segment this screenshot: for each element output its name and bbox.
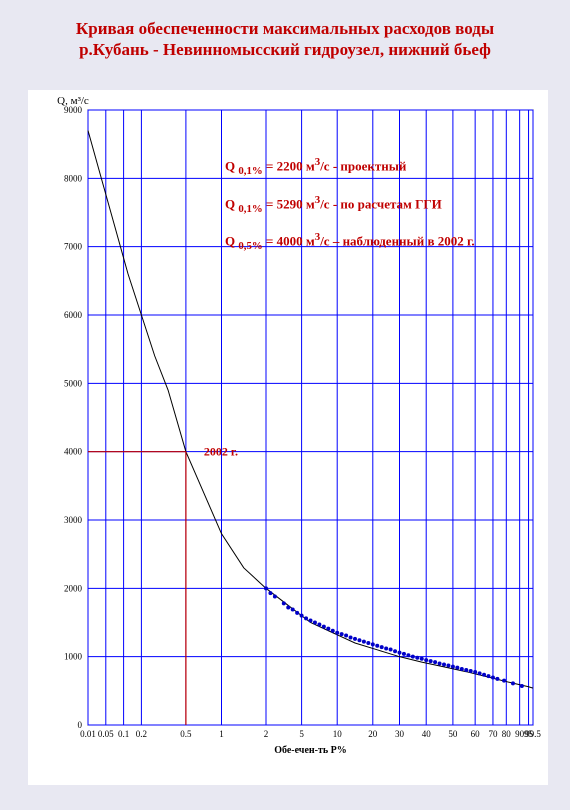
annotation-line: Q 0,5% = 4000 м3/с – наблюденный в 2002 … [225, 230, 520, 254]
svg-text:8000: 8000 [64, 173, 83, 183]
svg-text:1: 1 [219, 729, 224, 739]
svg-text:3000: 3000 [64, 515, 83, 525]
svg-text:2: 2 [264, 729, 269, 739]
svg-text:4000: 4000 [64, 447, 83, 457]
svg-text:0.05: 0.05 [98, 729, 114, 739]
svg-text:5: 5 [299, 729, 304, 739]
svg-text:0: 0 [78, 720, 83, 730]
svg-text:6000: 6000 [64, 310, 83, 320]
svg-text:10: 10 [333, 729, 343, 739]
svg-text:5000: 5000 [64, 378, 83, 388]
svg-text:1000: 1000 [64, 652, 83, 662]
svg-text:0.01: 0.01 [80, 729, 96, 739]
svg-text:80: 80 [502, 729, 512, 739]
svg-text:7000: 7000 [64, 242, 83, 252]
svg-text:70: 70 [488, 729, 498, 739]
svg-text:0.1: 0.1 [118, 729, 129, 739]
title-line-2: р.Кубань - Невинномысский гидроузел, ниж… [79, 40, 491, 59]
svg-text:30: 30 [395, 729, 405, 739]
svg-text:2000: 2000 [64, 583, 83, 593]
page-title: Кривая обеспеченности максимальных расхо… [0, 0, 570, 61]
svg-text:0.5: 0.5 [180, 729, 192, 739]
svg-text:60: 60 [471, 729, 481, 739]
annotation-line: Q 0,1% = 2200 м3/с - проектный [225, 155, 520, 179]
svg-text:50: 50 [448, 729, 458, 739]
svg-text:2002 г.: 2002 г. [204, 445, 238, 459]
annotation-box: Q 0,1% = 2200 м3/с - проектный Q 0,1% = 5… [225, 155, 520, 268]
svg-text:40: 40 [422, 729, 432, 739]
annotation-line: Q 0,1% = 5290 м3/с - по расчетам ГГИ [225, 193, 520, 217]
svg-text:Q, м³/с: Q, м³/с [57, 95, 89, 107]
svg-text:Обе-ечен-ть Р%: Обе-ечен-ть Р% [274, 745, 347, 756]
svg-text:99.5: 99.5 [525, 729, 541, 739]
svg-text:0.2: 0.2 [136, 729, 147, 739]
svg-text:20: 20 [368, 729, 378, 739]
title-line-1: Кривая обеспеченности максимальных расхо… [76, 19, 494, 38]
